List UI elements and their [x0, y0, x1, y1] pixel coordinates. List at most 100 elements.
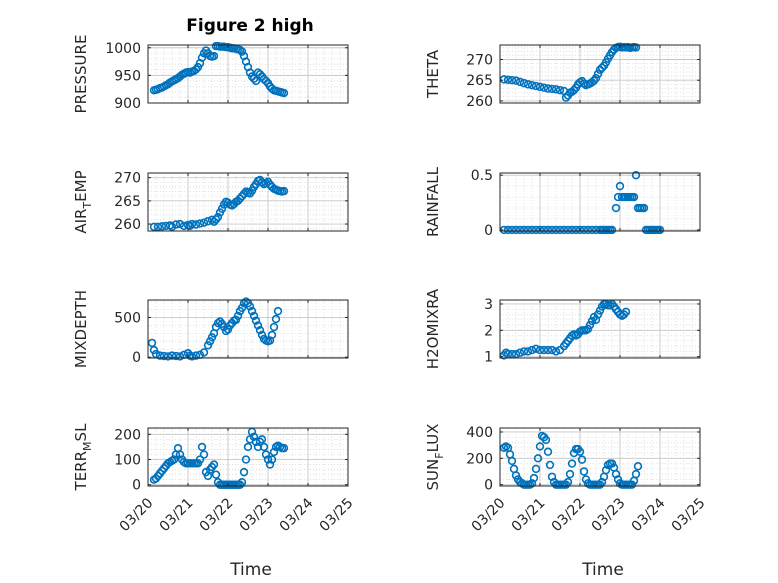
- subplot-5: 0 500 MIXDEPTH: [72, 290, 349, 368]
- subplot-1: 900 950 1000 PRESSURE: [72, 35, 349, 113]
- data-point: [243, 442, 253, 452]
- data-point: [583, 225, 593, 235]
- y-tick-label: 265: [466, 73, 493, 89]
- data-point: [187, 219, 197, 229]
- data-point: [159, 351, 169, 361]
- data-point: [197, 53, 207, 62]
- data-point: [621, 307, 631, 317]
- data-point: [195, 219, 205, 228]
- tick-marks: [499, 428, 701, 486]
- data-point: [655, 225, 665, 235]
- data-point: [257, 435, 267, 444]
- data-point: [255, 70, 265, 79]
- data-point: [167, 351, 177, 360]
- data-point: [631, 170, 641, 180]
- x-tick-label: 03/25: [317, 495, 357, 535]
- x-tick-label: 03/23: [589, 495, 629, 535]
- data-point: [575, 225, 585, 235]
- x-tick-label: 03/20: [469, 495, 509, 535]
- data-point: [151, 349, 161, 359]
- data-point: [213, 318, 223, 328]
- data-point: [253, 321, 263, 330]
- y-axis-label: THETA: [424, 49, 442, 99]
- data-point: [203, 341, 213, 350]
- y-tick-label: 270: [466, 53, 493, 69]
- data-point: [529, 473, 539, 483]
- x-axis-label: Time: [229, 560, 272, 580]
- data-point: [511, 76, 521, 85]
- data-point: [237, 47, 247, 56]
- data-point: [543, 84, 553, 93]
- tick-marks: [499, 173, 701, 231]
- data-point: [523, 347, 533, 356]
- data-point: [207, 333, 217, 342]
- y-tick-label: 0: [132, 478, 141, 494]
- data-series: [149, 41, 289, 98]
- y-axis-label: AIRTEMP: [72, 170, 94, 233]
- x-tick-label: 03/20: [117, 495, 157, 535]
- data-point: [267, 330, 277, 340]
- data-point: [195, 455, 205, 464]
- data-point: [563, 477, 573, 487]
- data-point: [261, 76, 271, 86]
- data-point: [149, 222, 159, 232]
- data-point: [157, 222, 167, 231]
- data-point: [507, 456, 517, 466]
- data-point: [547, 472, 557, 481]
- data-point: [527, 225, 537, 235]
- data-point: [257, 330, 267, 340]
- data-point: [269, 447, 279, 457]
- data-point: [211, 215, 221, 224]
- data-point: [515, 348, 525, 357]
- data-point: [239, 467, 249, 477]
- data-point: [209, 460, 219, 469]
- data-point: [191, 65, 201, 74]
- plot-area: [500, 173, 700, 231]
- y-axis-label: MIXDEPTH: [72, 290, 90, 368]
- data-point: [279, 443, 289, 453]
- data-point: [191, 351, 201, 360]
- data-point: [213, 212, 223, 222]
- y-tick-label: 0.5: [471, 168, 493, 184]
- y-axis-label: SUNFLUX: [424, 424, 446, 491]
- data-point: [261, 450, 271, 459]
- data-point: [533, 454, 543, 463]
- x-tick-label: 03/24: [277, 495, 317, 535]
- data-point: [249, 74, 259, 83]
- data-point: [631, 43, 641, 52]
- data-point: [175, 219, 185, 229]
- data-point: [209, 51, 219, 61]
- data-point: [511, 225, 521, 235]
- data-point: [269, 322, 279, 332]
- subplot-4: 0 0.5 RAINFALL: [424, 166, 701, 239]
- x-tick-label: 03/25: [669, 495, 709, 535]
- data-point: [523, 225, 533, 235]
- data-series: [499, 42, 641, 102]
- y-tick-label: 270: [114, 171, 141, 187]
- data-point: [559, 225, 569, 235]
- y-tick-label: 260: [466, 94, 493, 110]
- data-point: [265, 460, 275, 469]
- x-tick-label: 03/23: [237, 495, 277, 535]
- tick-marks: [499, 300, 701, 358]
- y-tick-label: 0: [132, 350, 141, 366]
- data-point: [503, 75, 513, 85]
- data-point: [519, 347, 529, 356]
- data-point: [223, 325, 233, 334]
- data-point: [249, 432, 259, 442]
- data-point: [171, 220, 181, 229]
- y-tick-label: 260: [114, 217, 141, 233]
- y-tick-label: 1000: [105, 41, 141, 57]
- data-point: [551, 85, 561, 94]
- subplot-2: 260 265 270 THETA: [424, 42, 701, 110]
- data-point: [169, 455, 179, 464]
- x-tick-label: 03/22: [197, 495, 237, 535]
- data-point: [579, 225, 589, 235]
- data-point: [551, 347, 561, 356]
- axes-box: [147, 299, 349, 359]
- y-tick-label: 0: [484, 223, 493, 239]
- axes-box: [499, 44, 701, 104]
- axes-box: [147, 44, 349, 104]
- data-point: [241, 297, 251, 306]
